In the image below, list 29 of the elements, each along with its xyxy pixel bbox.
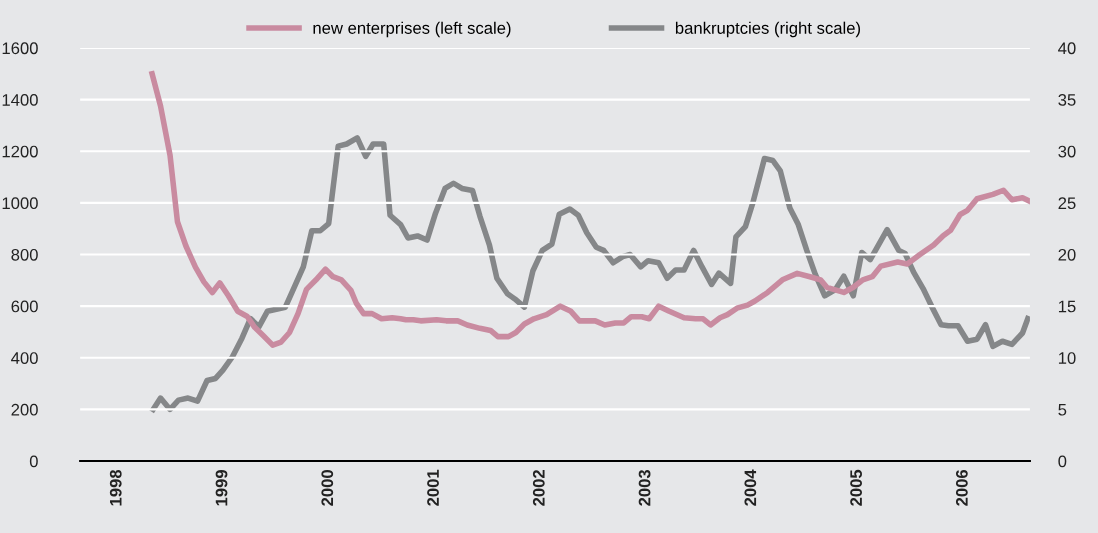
y-tick-label: 0 [29, 455, 38, 468]
x-tick-label: 2005 [850, 469, 862, 506]
y-tick-label: 200 [11, 403, 38, 416]
x-tick-label: 2004 [744, 469, 757, 506]
x-tick-label: 2001 [427, 469, 439, 506]
y2-tick-label: 10 [1058, 352, 1076, 364]
y2-tick-label: 0 [1058, 455, 1067, 468]
legend-label: bankruptcies (right scale) [675, 21, 861, 38]
y2-tick-label: 5 [1058, 403, 1067, 416]
y-tick-label: 1400 [2, 94, 38, 106]
y2-tick-label: 35 [1058, 94, 1076, 106]
x-tick-label: 2000 [321, 470, 334, 506]
legend-label: new enterprises (left scale) [313, 21, 511, 38]
y2-tick-label: 40 [1058, 42, 1076, 55]
x-tick-label: 2006 [955, 469, 968, 506]
y-tick-label: 600 [11, 300, 38, 313]
y2-tick-label: 15 [1058, 300, 1076, 313]
y-tick-label: 400 [11, 352, 38, 364]
y-tick-label: 1000 [2, 197, 38, 210]
x-tick-label: 2002 [532, 470, 545, 506]
y2-tick-label: 20 [1058, 248, 1076, 261]
x-tick-label: 1999 [215, 469, 228, 506]
y-tick-label: 1600 [2, 42, 38, 55]
x-tick-label: 2003 [638, 469, 651, 506]
x-tick-label: 1998 [109, 469, 122, 506]
y-tick-label: 800 [11, 248, 38, 261]
y-tick-label: 1200 [2, 145, 38, 158]
y2-tick-label: 25 [1058, 197, 1076, 210]
y2-tick-label: 30 [1058, 145, 1076, 158]
